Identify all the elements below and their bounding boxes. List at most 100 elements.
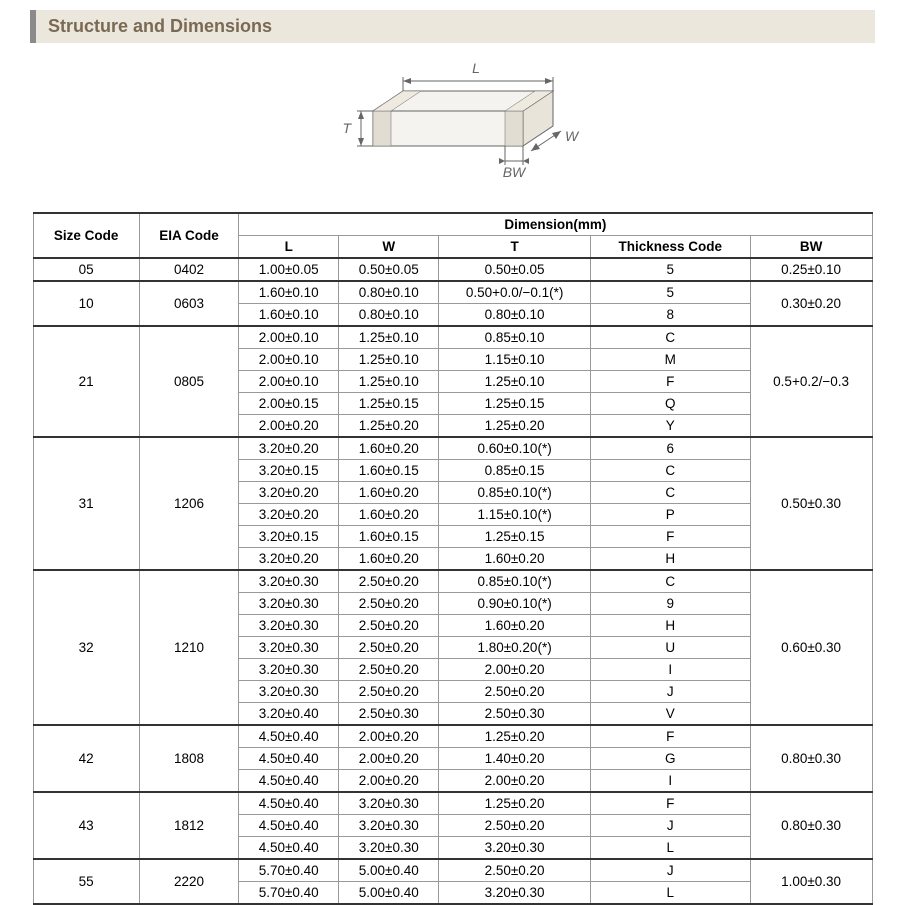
cell-TC: C [590,482,750,504]
cell-TC: J [590,815,750,837]
cell-bw: 0.80±0.30 [750,792,872,859]
cell-W: 1.60±0.20 [339,482,439,504]
cell-eia-code: 1812 [139,792,238,859]
cell-W: 1.60±0.15 [339,526,439,548]
cell-L: 3.20±0.20 [239,437,339,460]
cell-T: 0.90±0.10(*) [439,593,591,615]
cell-L: 2.00±0.10 [239,349,339,371]
cell-eia-code: 1808 [139,725,238,792]
cell-bw: 0.80±0.30 [750,725,872,792]
cell-size-code: 05 [33,258,139,281]
cell-T: 3.20±0.30 [439,837,591,860]
table-row: 3112063.20±0.201.60±0.200.60±0.10(*)60.5… [33,437,872,460]
label-BW: BW [502,164,526,180]
table-row: 5522205.70±0.405.00±0.402.50±0.20J1.00±0… [33,859,872,882]
dimension-diagram: L T W BW [0,51,905,206]
table-row: 2108052.00±0.101.25±0.100.85±0.10C0.5+0.… [33,326,872,349]
cell-L: 3.20±0.20 [239,504,339,526]
cell-eia-code: 2220 [139,859,238,904]
cell-TC: Y [590,415,750,438]
cell-W: 5.00±0.40 [339,859,439,882]
cell-W: 3.20±0.30 [339,837,439,860]
cell-W: 2.50±0.20 [339,570,439,593]
cell-W: 0.50±0.05 [339,258,439,281]
cell-W: 1.25±0.10 [339,326,439,349]
cell-L: 2.00±0.20 [239,415,339,438]
cell-eia-code: 0402 [139,258,238,281]
cell-T: 1.25±0.20 [439,792,591,815]
cell-W: 0.80±0.10 [339,304,439,327]
table-row: 0504021.00±0.050.50±0.050.50±0.0550.25±0… [33,258,872,281]
cell-L: 2.00±0.10 [239,371,339,393]
cell-W: 1.60±0.20 [339,504,439,526]
cell-TC: U [590,637,750,659]
cell-W: 2.00±0.20 [339,770,439,793]
cell-TC: P [590,504,750,526]
cell-W: 1.60±0.15 [339,460,439,482]
cell-T: 0.85±0.10 [439,326,591,349]
cell-TC: 5 [590,258,750,281]
cell-T: 1.15±0.10(*) [439,504,591,526]
cell-W: 2.00±0.20 [339,725,439,748]
cell-L: 5.70±0.40 [239,859,339,882]
cell-L: 1.60±0.10 [239,304,339,327]
cell-W: 2.50±0.20 [339,593,439,615]
cell-W: 2.50±0.20 [339,659,439,681]
cell-eia-code: 1210 [139,570,238,725]
cell-L: 1.00±0.05 [239,258,339,281]
cell-L: 3.20±0.20 [239,548,339,571]
cell-L: 3.20±0.20 [239,482,339,504]
col-eia-code: EIA Code [139,213,238,258]
cell-W: 3.20±0.30 [339,792,439,815]
cell-T: 1.25±0.20 [439,415,591,438]
cell-size-code: 10 [33,281,139,326]
cell-TC: J [590,859,750,882]
cell-T: 1.80±0.20(*) [439,637,591,659]
cell-T: 1.25±0.15 [439,526,591,548]
cell-W: 1.60±0.20 [339,437,439,460]
cell-size-code: 42 [33,725,139,792]
cell-T: 2.50±0.20 [439,815,591,837]
cell-W: 1.25±0.15 [339,393,439,415]
cell-L: 4.50±0.40 [239,748,339,770]
dimensions-table: Size Code EIA Code Dimension(mm) L W T T… [33,212,873,905]
cell-TC: F [590,792,750,815]
cell-L: 5.70±0.40 [239,882,339,905]
cell-TC: C [590,570,750,593]
cell-TC: 9 [590,593,750,615]
cell-eia-code: 0805 [139,326,238,437]
cell-W: 1.25±0.10 [339,349,439,371]
table-row: 4318124.50±0.403.20±0.301.25±0.20F0.80±0… [33,792,872,815]
cell-L: 4.50±0.40 [239,770,339,793]
cell-L: 3.20±0.30 [239,681,339,703]
cell-T: 0.50+0.0/−0.1(*) [439,281,591,304]
cell-T: 1.25±0.15 [439,393,591,415]
cell-L: 3.20±0.30 [239,615,339,637]
cell-size-code: 32 [33,570,139,725]
cell-W: 5.00±0.40 [339,882,439,905]
cell-W: 2.50±0.20 [339,615,439,637]
cell-size-code: 31 [33,437,139,570]
cell-T: 1.25±0.20 [439,725,591,748]
cell-TC: C [590,326,750,349]
table-row: 3212103.20±0.302.50±0.200.85±0.10(*)C0.6… [33,570,872,593]
col-L: L [239,236,339,259]
section-header: Structure and Dimensions [30,10,875,43]
cell-TC: G [590,748,750,770]
cell-TC: 8 [590,304,750,327]
cell-TC: I [590,770,750,793]
label-W: W [565,128,580,144]
cell-T: 0.85±0.15 [439,460,591,482]
cell-bw: 0.60±0.30 [750,570,872,725]
cell-size-code: 21 [33,326,139,437]
cell-T: 2.50±0.20 [439,859,591,882]
table-row: 4218084.50±0.402.00±0.201.25±0.20F0.80±0… [33,725,872,748]
cell-L: 4.50±0.40 [239,837,339,860]
cell-TC: F [590,371,750,393]
cell-L: 3.20±0.15 [239,526,339,548]
col-BW: BW [750,236,872,259]
table-row: 1006031.60±0.100.80±0.100.50+0.0/−0.1(*)… [33,281,872,304]
cell-W: 1.25±0.20 [339,415,439,438]
cell-L: 4.50±0.40 [239,815,339,837]
cell-TC: Q [590,393,750,415]
